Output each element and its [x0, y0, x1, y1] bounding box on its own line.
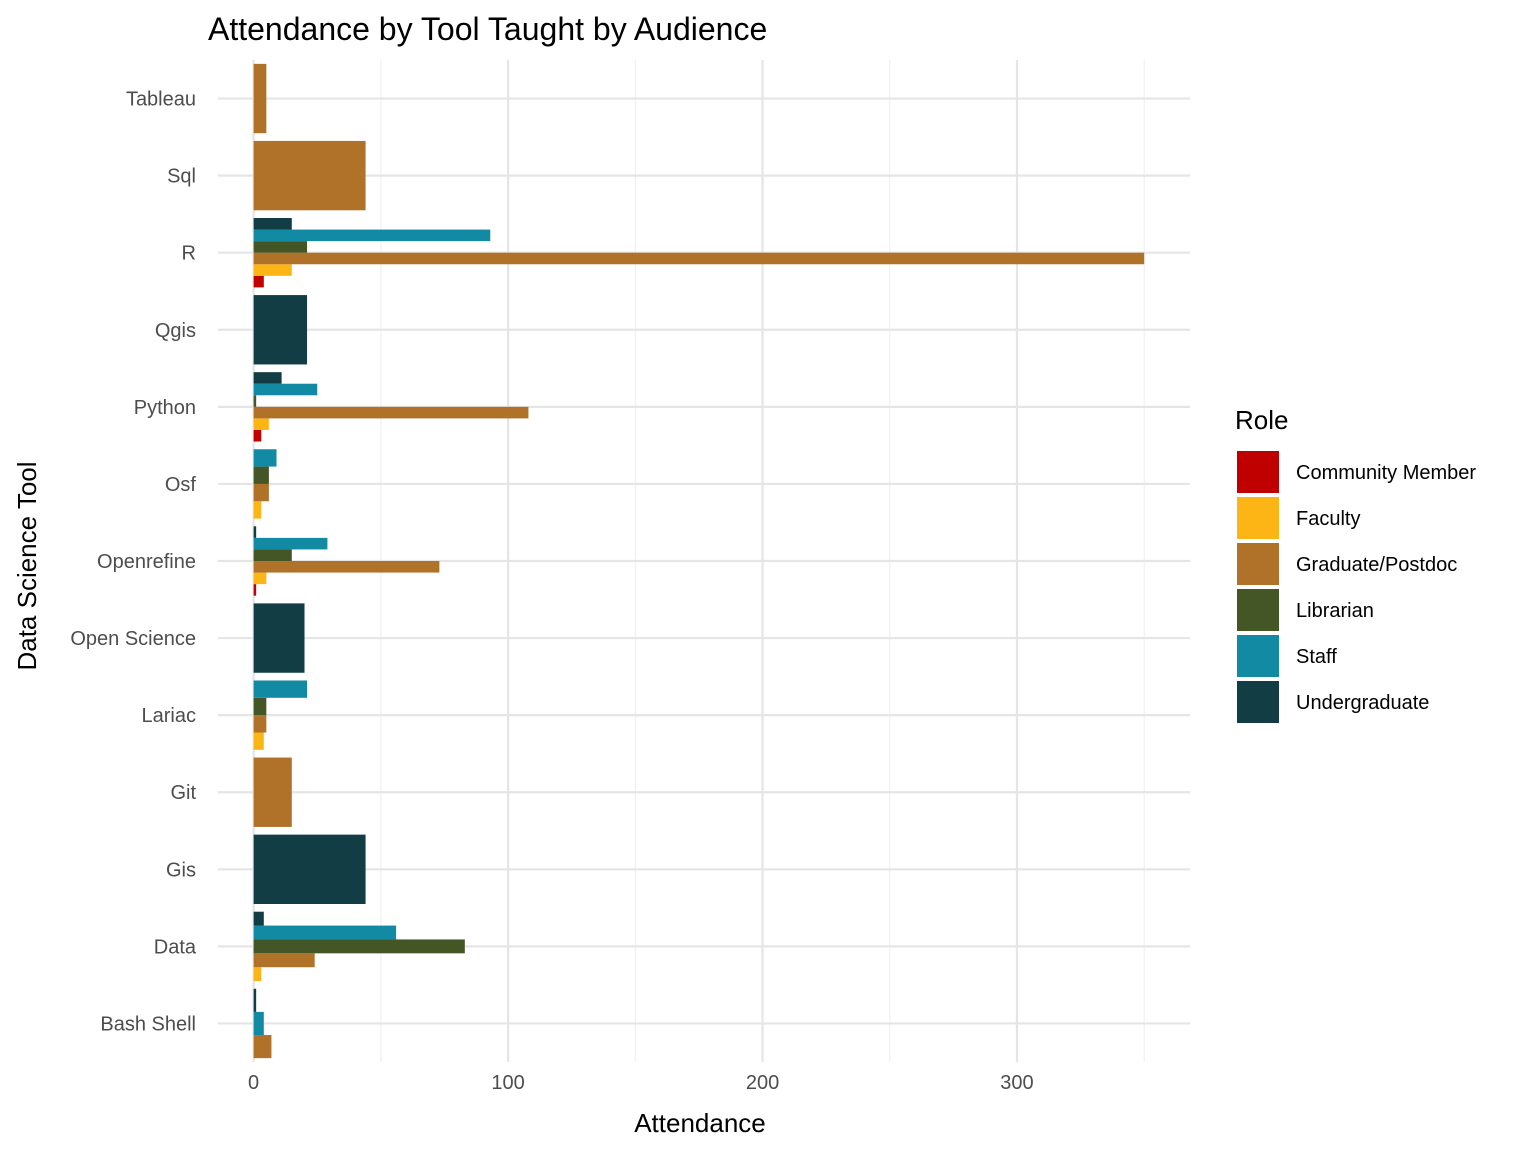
legend-label-community-member: Community Member	[1296, 462, 1476, 484]
bar-osf-faculty	[253, 501, 262, 519]
y-axis-title: Data Science Tool	[12, 461, 42, 670]
legend-title: Role	[1235, 405, 1288, 435]
bar-python-undergraduate	[253, 372, 282, 384]
bar-osf-graduate-postdoc	[253, 483, 269, 502]
bar-r-librarian	[253, 241, 308, 253]
bar-python-faculty	[253, 418, 269, 430]
legend-key-graduate-postdoc	[1237, 543, 1279, 585]
x-tick-label: 0	[248, 1072, 259, 1094]
bar-r-staff	[253, 229, 491, 242]
legend-key-librarian	[1237, 589, 1279, 631]
legend-label-staff: Staff	[1296, 646, 1337, 668]
legend-label-faculty: Faculty	[1296, 508, 1360, 530]
bar-data-graduate-postdoc	[253, 953, 315, 968]
bars	[253, 63, 1145, 1059]
chart-title: Attendance by Tool Taught by Audience	[208, 11, 767, 47]
bar-r-community-member	[253, 275, 264, 288]
bar-openrefine-librarian	[253, 549, 292, 561]
bar-r-graduate-postdoc	[253, 252, 1145, 265]
bar-openrefine-faculty	[253, 572, 267, 585]
y-tick-label: Qgis	[155, 320, 196, 342]
bar-tableau-graduate-postdoc	[253, 63, 267, 134]
grid	[218, 60, 1190, 1062]
bar-openrefine-undergraduate	[253, 526, 257, 538]
y-tick-label: Tableau	[126, 89, 196, 111]
bar-r-undergraduate	[253, 218, 292, 230]
y-axis-tick-labels: Bash Shell Data Gis Git Lariac Open Science Op…	[70, 89, 197, 1036]
y-tick-label: Git	[170, 782, 196, 804]
bar-openrefine-community-member	[253, 584, 257, 596]
y-tick-label: Bash Shell	[100, 1013, 196, 1035]
bar-bash-shell-undergraduate	[253, 988, 257, 1012]
bar-lariac-librarian	[253, 697, 267, 716]
y-tick-label: R	[182, 243, 196, 265]
bar-data-undergraduate	[253, 911, 264, 926]
y-tick-label: Openrefine	[97, 551, 196, 573]
x-tick-label: 100	[491, 1072, 524, 1094]
bar-bash-shell-graduate-postdoc	[253, 1035, 272, 1059]
bar-r-faculty	[253, 264, 292, 276]
x-axis-title: Attendance	[634, 1108, 766, 1138]
legend-key-undergraduate	[1237, 681, 1279, 723]
legend-key-staff	[1237, 635, 1279, 677]
x-tick-label: 200	[746, 1072, 779, 1094]
bar-sql-graduate-postdoc	[253, 140, 366, 211]
y-tick-label: Sql	[167, 166, 196, 188]
bar-open-science-undergraduate	[253, 603, 305, 673]
x-tick-label: 300	[1000, 1072, 1033, 1094]
y-tick-label: Open Science	[70, 628, 196, 650]
y-tick-label: Osf	[165, 474, 197, 496]
y-tick-label: Python	[134, 397, 196, 419]
bar-qgis-undergraduate	[253, 295, 308, 365]
bar-openrefine-staff	[253, 537, 328, 550]
bar-data-faculty	[253, 967, 262, 982]
legend: Role Community Member Faculty Graduate/Pos…	[1235, 405, 1476, 723]
bar-python-graduate-postdoc	[253, 406, 529, 419]
bar-gis-undergraduate	[253, 834, 366, 904]
bar-lariac-faculty	[253, 732, 264, 750]
bar-git-graduate-postdoc	[253, 757, 292, 827]
bar-lariac-staff	[253, 680, 308, 698]
y-tick-label: Gis	[166, 859, 196, 881]
bar-bash-shell-staff	[253, 1011, 264, 1036]
bar-python-librarian	[253, 395, 257, 407]
bar-python-community-member	[253, 429, 262, 442]
bar-openrefine-graduate-postdoc	[253, 561, 440, 573]
bar-osf-staff	[253, 449, 277, 467]
bar-osf-librarian	[253, 466, 269, 484]
bar-python-staff	[253, 383, 318, 396]
y-tick-label: Lariac	[142, 705, 196, 727]
legend-key-community-member	[1237, 451, 1279, 493]
legend-label-undergraduate: Undergraduate	[1296, 692, 1429, 714]
legend-label-graduate-postdoc: Graduate/Postdoc	[1296, 554, 1457, 576]
legend-key-faculty	[1237, 497, 1279, 539]
y-tick-label: Data	[154, 936, 197, 958]
legend-label-librarian: Librarian	[1296, 600, 1374, 622]
x-axis-tick-labels: 0 100 200 300	[248, 1072, 1034, 1094]
bar-data-librarian	[253, 939, 465, 954]
bar-data-staff	[253, 925, 397, 940]
bar-lariac-graduate-postdoc	[253, 715, 267, 733]
